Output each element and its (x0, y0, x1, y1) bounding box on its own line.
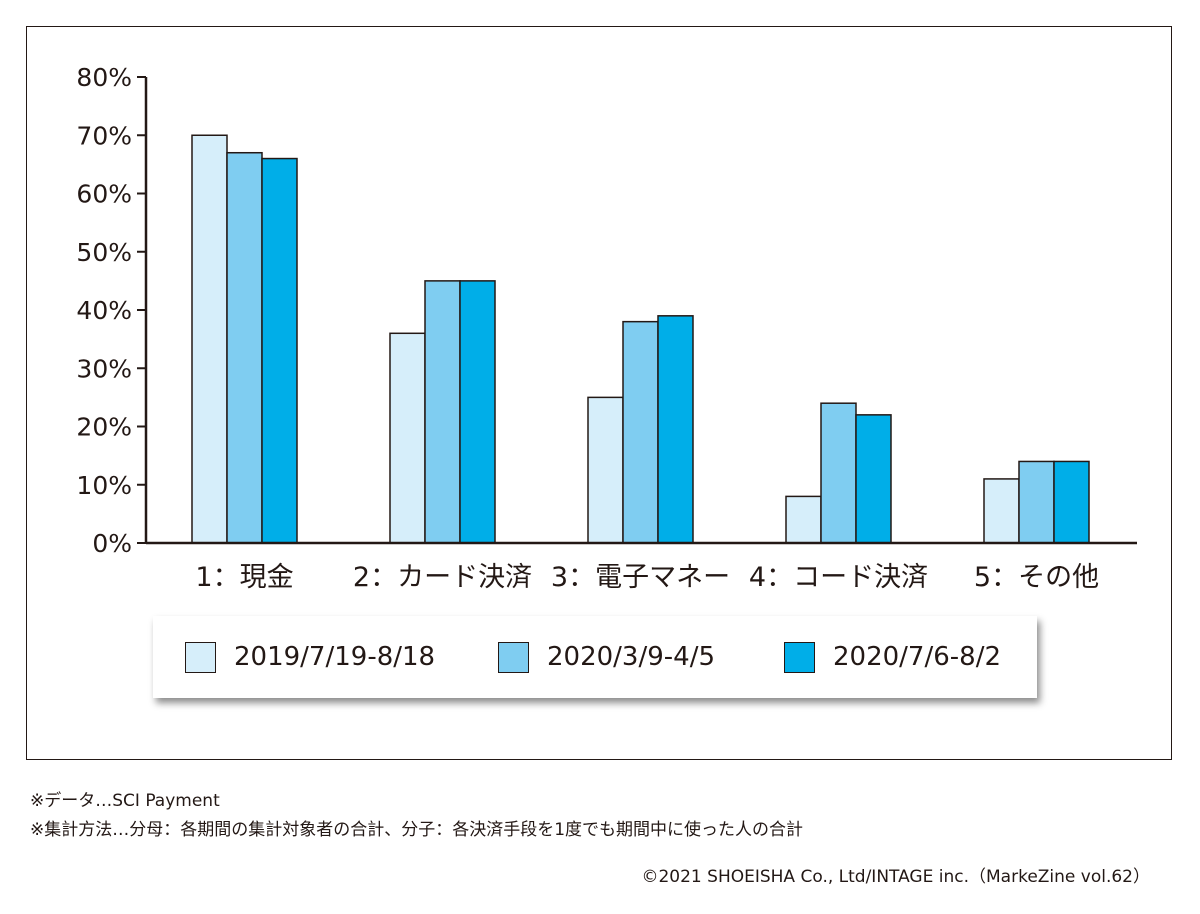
note-data-source: ※データ…SCI Payment (30, 791, 220, 811)
bar-4-series-2 (820, 402, 857, 544)
legend-label-2020-mar: 2020/3/9-4/5 (547, 642, 715, 672)
bar-5-series-1 (983, 478, 1020, 544)
bar-1-series-2 (226, 151, 263, 544)
bar-5-series-3 (1053, 460, 1090, 544)
legend-swatch-2019 (185, 641, 216, 673)
bar-2-series-3 (459, 280, 496, 544)
y-tick-label-60: 60% (76, 180, 132, 209)
y-tick-label-30: 30% (76, 354, 132, 383)
legend-label-2019: 2019/7/19-8/18 (234, 642, 436, 672)
legend-swatch-2020-mar (498, 641, 529, 673)
y-tick-label-20: 20% (76, 413, 132, 442)
bar-3-series-2 (622, 320, 659, 544)
legend-item-2020-jul: 2020/7/6-8/2 (784, 616, 1001, 698)
bar-2-series-1 (389, 332, 426, 544)
note-method: ※集計方法…分母：各期間の集計対象者の合計、分子：各決済手段を1度でも期間中に使… (30, 820, 804, 840)
category-label-4: 4：コード決済 (749, 562, 928, 593)
y-tick-label-0: 0% (92, 529, 132, 558)
legend-item-2019: 2019/7/19-8/18 (185, 616, 435, 698)
bar-5-series-2 (1018, 460, 1055, 544)
bar-4-series-3 (855, 414, 892, 544)
copyright-credit: ©2021 SHOEISHA Co., Ltd/INTAGE inc.（Mark… (641, 867, 1150, 887)
y-tick-label-80: 80% (76, 63, 132, 92)
legend-item-2020-mar: 2020/3/9-4/5 (498, 616, 715, 698)
y-tick-label-50: 50% (76, 238, 132, 267)
bar-3-series-1 (587, 396, 624, 544)
legend-swatch-2020-jul (784, 641, 815, 673)
category-label-5: 5：その他 (974, 562, 1099, 593)
y-tick-label-40: 40% (76, 296, 132, 325)
bar-3-series-3 (657, 315, 694, 544)
bar-1-series-1 (191, 134, 228, 544)
category-label-1: 1：現金 (195, 562, 293, 593)
y-tick-label-10: 10% (76, 471, 132, 500)
category-label-2: 2：カード決済 (353, 562, 532, 593)
bar-1-series-3 (261, 157, 298, 544)
legend: 2019/7/19-8/18 2020/3/9-4/5 2020/7/6-8/2 (153, 616, 1037, 698)
bar-2-series-2 (424, 280, 461, 544)
y-tick-label-70: 70% (76, 121, 132, 150)
legend-label-2020-jul: 2020/7/6-8/2 (833, 642, 1001, 672)
chart-frame (26, 26, 1172, 760)
category-label-3: 3：電子マネー (551, 562, 730, 593)
bar-4-series-1 (785, 495, 822, 544)
